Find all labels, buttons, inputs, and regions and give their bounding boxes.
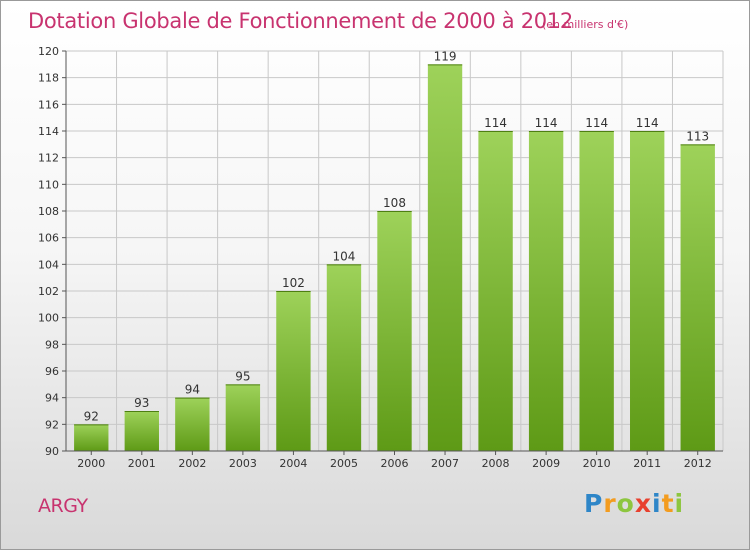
x-tick-label: 2008 — [482, 457, 510, 470]
bar[interactable] — [74, 424, 109, 451]
y-tick-label: 100 — [38, 312, 59, 325]
y-tick-label: 106 — [38, 232, 59, 245]
x-tick-label: 2002 — [178, 457, 206, 470]
bar-layer: 92 93 94 95 102 104 108 119 114 114 114 114 113 — [74, 49, 715, 452]
bar[interactable] — [478, 131, 513, 451]
y-tick-label: 98 — [45, 338, 59, 351]
x-tick-label: 2003 — [229, 457, 257, 470]
logo-letter: o — [616, 489, 635, 518]
x-tick-label: 2000 — [77, 457, 105, 470]
bar[interactable] — [225, 384, 261, 451]
y-tick-label: 94 — [45, 392, 59, 405]
bar[interactable] — [326, 264, 362, 451]
y-tick-label: 110 — [38, 178, 59, 191]
bar-value-label: 95 — [235, 369, 250, 383]
y-tick-label: 108 — [38, 205, 59, 218]
x-tick-label: 2009 — [532, 457, 560, 470]
x-tick-label: 2010 — [583, 457, 611, 470]
bar-value-label: 108 — [383, 196, 406, 210]
y-tick-label: 92 — [45, 418, 59, 431]
y-tick-label: 116 — [38, 98, 59, 111]
y-tick-label: 120 — [38, 45, 59, 58]
bar[interactable] — [528, 131, 564, 451]
unit-label: (en milliers d'€) — [542, 18, 629, 31]
bar-value-label: 114 — [535, 116, 558, 130]
y-tick-label: 114 — [38, 125, 59, 138]
bar-value-label: 114 — [585, 116, 608, 130]
y-tick-label: 96 — [45, 365, 59, 378]
bar-value-label: 114 — [484, 116, 507, 130]
bar-value-label: 93 — [134, 396, 149, 410]
bar[interactable] — [276, 291, 311, 451]
bar[interactable] — [579, 131, 614, 451]
bar-value-label: 114 — [636, 116, 659, 130]
y-tick-label: 118 — [38, 72, 59, 85]
y-tick-label: 102 — [38, 285, 59, 298]
bar-value-label: 104 — [333, 249, 356, 263]
proxiti-logo[interactable]: Proxiti — [584, 489, 684, 518]
x-tick-label: 2004 — [279, 457, 307, 470]
bar[interactable] — [175, 397, 210, 451]
logo-letter: r — [603, 489, 617, 518]
bar[interactable] — [680, 144, 715, 452]
bar-value-label: 102 — [282, 276, 305, 290]
bar-value-label: 92 — [84, 409, 99, 423]
y-tick-label: 90 — [45, 445, 59, 458]
x-tick-label: 2006 — [381, 457, 409, 470]
bar-value-label: 113 — [686, 129, 709, 143]
x-tick-label: 2005 — [330, 457, 358, 470]
x-tick-label: 2007 — [431, 457, 459, 470]
logo-letter: i — [674, 489, 685, 518]
x-tick-label: 2012 — [684, 457, 712, 470]
y-tick-label: 112 — [38, 152, 59, 165]
logo-letter: x — [634, 489, 652, 518]
bar-value-label: 119 — [434, 49, 457, 63]
bar[interactable] — [630, 131, 665, 451]
y-tick-label: 104 — [38, 258, 59, 271]
x-tick-label: 2011 — [633, 457, 661, 470]
bar-value-label: 94 — [185, 383, 200, 397]
bar[interactable] — [427, 64, 463, 452]
bar[interactable] — [377, 211, 412, 451]
logo-letter: P — [584, 489, 604, 518]
x-tick-label: 2001 — [128, 457, 156, 470]
axis-layer: 90 92 94 96 98 100 102 104 106 108 110 112 114 116 118… — [38, 45, 723, 470]
commune-name: ARGY — [38, 495, 88, 517]
bar[interactable] — [124, 411, 159, 451]
logo-letter: i — [652, 489, 662, 518]
logo-letter: t — [661, 489, 675, 518]
chart-title: Dotation Globale de Fonctionnement de 20… — [28, 9, 573, 33]
